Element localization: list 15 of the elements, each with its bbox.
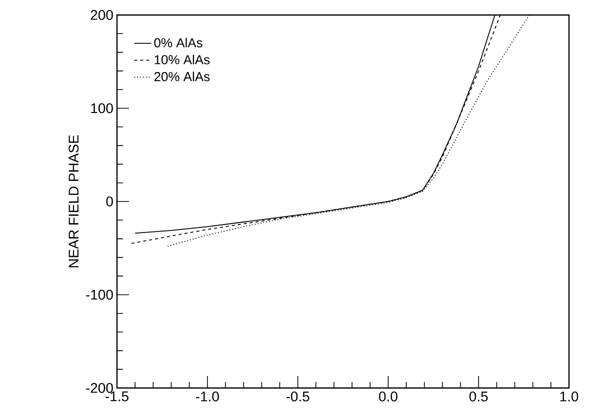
- y-tick-label: 200: [90, 10, 113, 20]
- y-tick-label: -200: [86, 383, 113, 393]
- legend-label: 10% AlAs: [154, 54, 210, 64]
- y-tick-label: 0: [106, 196, 113, 206]
- x-tick-label: -1.5: [106, 392, 128, 402]
- x-tick-label: 0.0: [379, 392, 398, 402]
- legend-label: 20% AlAs: [154, 72, 210, 82]
- legend-label: 0% AlAs: [154, 38, 202, 48]
- y-axis-title: NEAR FIELD PHASE: [68, 135, 79, 268]
- x-tick-label: -1.0: [196, 392, 219, 402]
- y-tick-label: 100: [91, 103, 113, 114]
- x-tick-label: -0.5: [286, 392, 310, 402]
- y-tick-label: -100: [86, 290, 113, 300]
- x-tick-label: 1.0: [560, 392, 578, 402]
- x-tick-label: 0.5: [469, 392, 488, 402]
